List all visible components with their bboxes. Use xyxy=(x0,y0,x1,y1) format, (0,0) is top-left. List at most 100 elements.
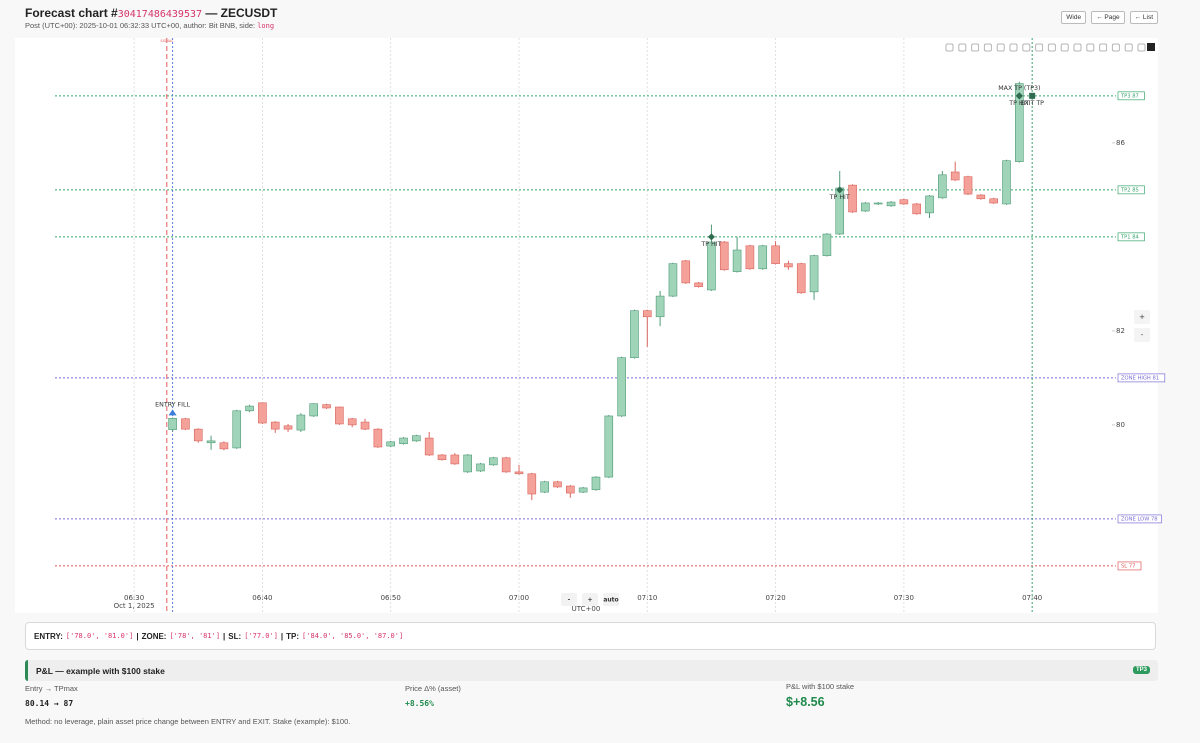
toolbar-icon[interactable] xyxy=(1086,43,1095,52)
candle-body xyxy=(848,184,857,213)
zoom-button[interactable] xyxy=(1134,328,1150,342)
wide-button[interactable]: Wide xyxy=(1061,11,1087,24)
candle-body xyxy=(578,487,588,493)
toolbar-icon[interactable] xyxy=(983,43,992,52)
candle-body xyxy=(925,195,934,214)
candle-body xyxy=(258,402,267,424)
pnl-column: Price Δ% (asset) +8.56% xyxy=(405,684,461,708)
candle-body xyxy=(694,282,703,287)
event-label: SIGNAL xyxy=(160,39,173,43)
range-button-label: + xyxy=(587,597,592,604)
pnl-column: P&L with $100 stake $+8.56 xyxy=(786,682,854,709)
candle-body xyxy=(950,171,960,181)
range-button[interactable] xyxy=(582,593,598,606)
pnl-header: P&L — example with $100 stake TP3 xyxy=(25,660,1158,681)
candle-body xyxy=(745,245,755,270)
separator: | xyxy=(136,631,139,641)
candle-body xyxy=(514,471,524,475)
chart-background xyxy=(15,38,1158,613)
level-label-box xyxy=(1117,185,1145,195)
toolbar-icon[interactable] xyxy=(1009,43,1018,52)
candle-body xyxy=(335,406,344,425)
range-button[interactable] xyxy=(561,593,577,606)
candle-body xyxy=(168,418,177,430)
page-button[interactable]: ← Page xyxy=(1091,11,1125,24)
chart-id: 30417486439537 xyxy=(117,9,203,20)
toolbar-logo[interactable] xyxy=(1147,43,1155,51)
level-key: ZONE: xyxy=(141,631,167,641)
candle-body xyxy=(412,435,421,442)
toolbar-icon[interactable] xyxy=(1022,43,1031,52)
candle-body xyxy=(527,473,537,495)
marker-label: TP HIT xyxy=(700,241,721,248)
toolbar-icon[interactable] xyxy=(1047,43,1056,52)
candle-body xyxy=(309,403,319,417)
candle-body xyxy=(771,245,780,264)
candle-body xyxy=(399,437,408,445)
candle-body xyxy=(206,440,216,444)
zoom-button[interactable] xyxy=(1134,310,1150,324)
candle-body xyxy=(668,263,678,297)
level-key: TP: xyxy=(286,631,300,641)
marker-label: MAX TP (TP3) xyxy=(998,85,1040,92)
toolbar-icon[interactable] xyxy=(945,43,954,52)
marker xyxy=(1015,92,1023,100)
toolbar-icon[interactable] xyxy=(1099,43,1108,52)
x-tick-label: 07:30 xyxy=(894,594,914,602)
candle-body xyxy=(732,249,742,272)
candle-body xyxy=(822,233,832,256)
toolbar-icon[interactable] xyxy=(1060,43,1069,52)
pnl-label: P&L with $100 stake xyxy=(786,682,855,691)
toolbar-icon[interactable] xyxy=(1035,43,1044,52)
pnl-value: 80.14 → 87 xyxy=(25,699,74,708)
level-label: TP3 87 xyxy=(1120,94,1139,100)
candle-body xyxy=(938,174,947,199)
candle-body xyxy=(630,310,639,358)
level-label: ZONE HIGH 81 xyxy=(1121,376,1159,382)
y-tick-label: 80 xyxy=(1116,421,1125,429)
candle-body xyxy=(386,441,395,447)
level-label: TP1 84 xyxy=(1120,235,1140,241)
marker xyxy=(707,233,715,241)
candle-body xyxy=(617,357,626,417)
toolbar-icon[interactable] xyxy=(971,43,980,52)
marker-label: ENTRY FILL xyxy=(155,401,190,408)
range-button[interactable] xyxy=(603,593,619,606)
level-label-box xyxy=(1117,514,1162,524)
candle-body xyxy=(604,415,614,478)
nav-buttons: Wide ← Page ← List xyxy=(1061,11,1158,24)
candle-body xyxy=(322,404,331,409)
toolbar-icon[interactable] xyxy=(996,43,1005,52)
subtitle: Post (UTC+00): 2025-10-01 06:32:33 UTC+0… xyxy=(25,21,274,30)
candle-body xyxy=(1015,83,1024,162)
candle-body xyxy=(886,201,896,207)
marker xyxy=(168,409,177,416)
level-value: ['84.0', '85.0', '87.0'] xyxy=(302,632,404,640)
candle-body xyxy=(899,199,909,205)
pnl-value: +8.56% xyxy=(405,699,434,708)
candle-body xyxy=(193,428,203,442)
candle-body xyxy=(566,485,575,494)
candle-body xyxy=(232,410,242,449)
separator: | xyxy=(280,631,284,641)
candle-body xyxy=(976,194,986,200)
toolbar-icon[interactable] xyxy=(1137,43,1146,52)
candle-body xyxy=(553,481,562,488)
candle-body xyxy=(501,457,511,473)
x-tick-label: 06:40 xyxy=(252,594,272,602)
toolbar-icon[interactable] xyxy=(1111,43,1120,52)
candle-body xyxy=(424,437,434,456)
toolbar-icon[interactable] xyxy=(1124,43,1133,52)
pnl-column: Entry → TPmax 80.14 → 87 xyxy=(25,684,78,708)
candle-body xyxy=(270,421,280,430)
toolbar-icon[interactable] xyxy=(1073,43,1082,52)
marker-label: TP HIT xyxy=(829,194,850,201)
candle-body xyxy=(707,241,716,291)
list-button[interactable]: ← List xyxy=(1129,11,1158,24)
pnl-value: $+8.56 xyxy=(786,695,825,709)
candle-body xyxy=(591,476,601,491)
side: long xyxy=(257,22,275,30)
chart: 06:3006:4006:5007:0007:1007:2007:3007:40… xyxy=(15,38,1166,613)
toolbar-icon[interactable] xyxy=(958,43,967,52)
